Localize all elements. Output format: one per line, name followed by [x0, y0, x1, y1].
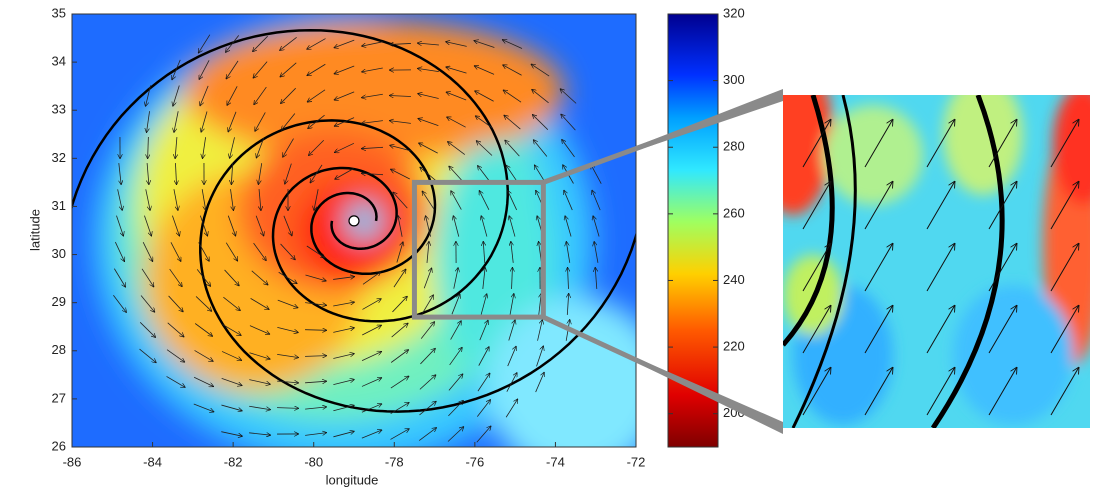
zoom-cloud [753, 55, 833, 215]
zoom-cloud [943, 75, 1023, 195]
storm-eye [349, 216, 359, 226]
colorbar [668, 14, 718, 447]
y-tick-label: 33 [52, 102, 66, 117]
colorbar-tick-label: 320 [723, 5, 745, 20]
x-tick-label: -76 [465, 454, 484, 469]
colorbar-tick-label: 220 [723, 339, 745, 354]
x-tick-label: -74 [546, 454, 565, 469]
y-axis-label: latitude [27, 209, 42, 251]
colorbar-tick-label: 240 [723, 272, 745, 287]
x-tick-label: -84 [143, 454, 162, 469]
y-tick-label: 29 [52, 294, 66, 309]
x-tick-label: -86 [63, 454, 82, 469]
y-tick-label: 31 [52, 198, 66, 213]
y-tick-label: 32 [52, 150, 66, 165]
zoom-cloud [1053, 85, 1112, 205]
x-tick-label: -78 [385, 454, 404, 469]
y-tick-label: 26 [52, 438, 66, 453]
y-tick-label: 30 [52, 246, 66, 261]
colorbar-tick-label: 260 [723, 205, 745, 220]
y-tick-label: 35 [52, 5, 66, 20]
colorbar-tick-label: 300 [723, 72, 745, 87]
y-tick-label: 28 [52, 342, 66, 357]
x-tick-label: -82 [224, 454, 243, 469]
x-tick-label: -72 [627, 454, 646, 469]
x-axis-label: longitude [326, 472, 379, 487]
y-tick-label: 34 [52, 54, 66, 69]
colorbar-tick-label: 280 [723, 139, 745, 154]
y-tick-label: 27 [52, 390, 66, 405]
zoom-panel [753, 55, 1112, 428]
zoom-cloud [823, 105, 923, 205]
satellite-image [69, 14, 666, 477]
cloud [486, 297, 666, 477]
x-tick-label: -80 [304, 454, 323, 469]
